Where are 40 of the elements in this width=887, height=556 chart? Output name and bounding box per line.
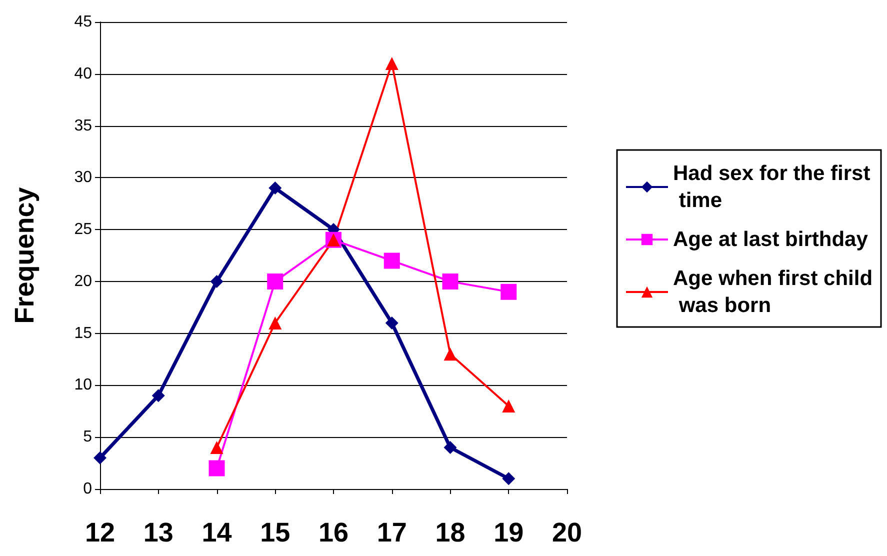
point xyxy=(94,451,106,464)
y-tick-label: 15 xyxy=(74,324,92,342)
x-tick-label: 13 xyxy=(143,518,174,548)
x-tick-label: 15 xyxy=(260,518,290,548)
point xyxy=(210,274,224,288)
y-axis-title: Frequency xyxy=(10,187,40,324)
point xyxy=(210,440,224,454)
point xyxy=(502,472,516,486)
legend-label: Had sex for the first time xyxy=(673,162,870,212)
y-tick-label: 30 xyxy=(74,169,92,186)
point xyxy=(152,389,165,402)
point xyxy=(444,348,457,361)
y-tick-label: 0 xyxy=(83,480,92,498)
point xyxy=(385,57,398,70)
x-tick-label: 14 xyxy=(202,518,232,548)
point xyxy=(442,273,458,290)
y-tick-label: 20 xyxy=(74,272,92,290)
point xyxy=(500,284,517,300)
x-tick-label: 18 xyxy=(435,518,466,548)
point xyxy=(268,316,282,330)
y-tick-label: 40 xyxy=(74,65,92,82)
x-tick-label: 16 xyxy=(318,518,349,548)
point xyxy=(384,252,400,269)
point xyxy=(385,316,398,330)
y-tick-label: 10 xyxy=(74,376,92,394)
x-tick-label: 20 xyxy=(552,518,582,548)
x-tick-label: 17 xyxy=(376,518,407,548)
point xyxy=(267,273,284,290)
x-tick-label: 19 xyxy=(494,518,524,548)
point xyxy=(502,399,516,412)
y-tick-label: 35 xyxy=(74,117,92,134)
legend-label: Age when first child was born xyxy=(673,267,873,317)
y-tick-label: 25 xyxy=(74,221,92,238)
y-tick-label: 5 xyxy=(83,428,92,446)
x-tick-label: 12 xyxy=(84,518,116,548)
y-tick-label: 45 xyxy=(74,14,92,30)
legend-label: Age at last birthday xyxy=(673,228,868,251)
point xyxy=(268,182,282,195)
point xyxy=(444,440,457,454)
point xyxy=(208,460,225,476)
